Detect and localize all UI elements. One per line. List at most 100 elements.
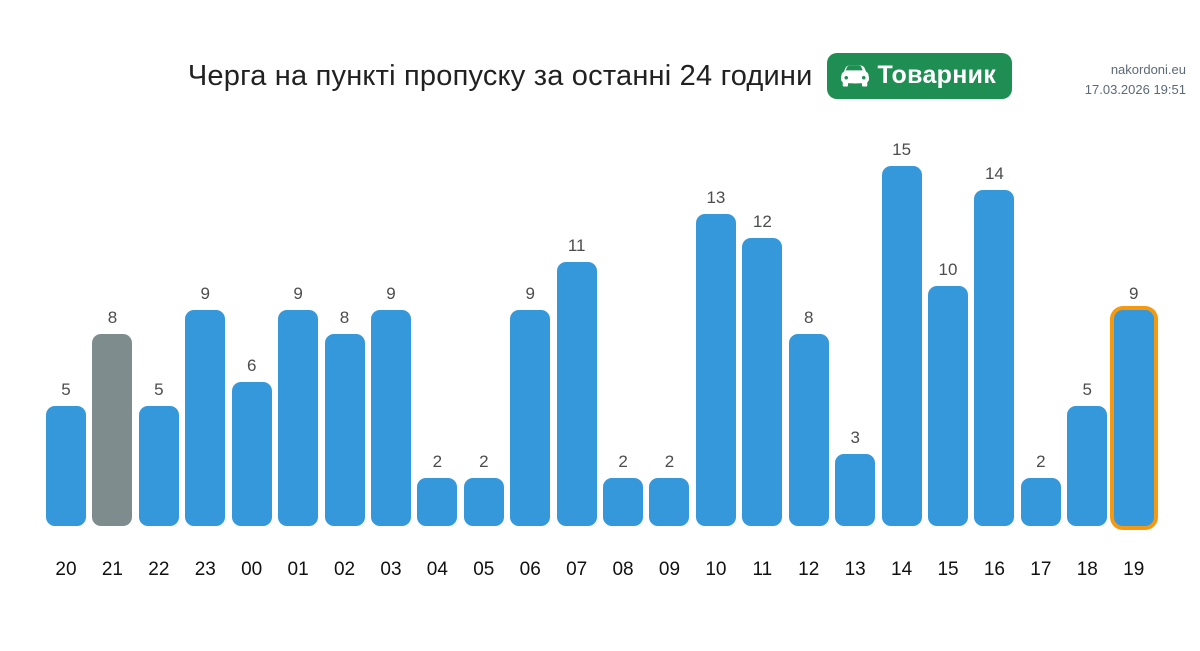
bar-hour-21[interactable]: [92, 334, 133, 526]
x-axis-label-05: 05: [473, 559, 495, 580]
bar-column: 9: [510, 284, 551, 526]
bar-hour-10[interactable]: [695, 214, 736, 526]
bar-value-label: 6: [246, 356, 257, 375]
x-axis-label-14: 14: [891, 559, 913, 580]
x-axis-label-07: 07: [566, 559, 588, 580]
bar-column: 5: [46, 380, 86, 526]
bar-value-label: 14: [984, 164, 1004, 183]
bar-column: 2: [417, 452, 458, 526]
title-row: Черга на пункті пропуску за останні 24 г…: [0, 52, 1200, 100]
x-axis-label-11: 11: [752, 559, 773, 580]
bar-hour-15[interactable]: [928, 286, 969, 526]
bar-hour-05[interactable]: [463, 478, 504, 526]
bar-column: 9: [370, 284, 411, 526]
x-axis-label-16: 16: [983, 559, 1005, 580]
x-axis-label-03: 03: [380, 559, 402, 580]
bar-value-label: 8: [339, 308, 350, 327]
bar-hour-00[interactable]: [231, 382, 272, 526]
bar-value-label: 2: [479, 452, 489, 471]
bar-column: 9: [185, 284, 226, 526]
bar-column: 9: [1113, 284, 1154, 526]
bar-hour-12[interactable]: [788, 334, 829, 526]
x-axis-label-02: 02: [333, 559, 356, 580]
bar-column: 8: [92, 308, 133, 526]
bar-value-label: 2: [1036, 452, 1046, 471]
bar-column: 2: [649, 452, 690, 526]
bar-value-label: 13: [706, 188, 726, 207]
bar-hour-20[interactable]: [46, 406, 86, 526]
bar-value-label: 5: [1082, 380, 1093, 399]
x-axis-label-10: 10: [705, 559, 727, 580]
x-axis-label-09: 09: [658, 559, 681, 580]
queue-bar-chart: 5 8 5 9 6 9 8 9 2 2 9 11 2 2 13 12 8 3 15 10 14 2 5 9 20 21 22 23 0…: [0, 140, 1200, 581]
bar-column: 11: [556, 236, 597, 526]
x-axis-label-08: 08: [612, 559, 634, 580]
bar-hour-11[interactable]: [742, 238, 783, 526]
site-info: nakordoni.eu 17.03.2026 19:51: [1085, 60, 1186, 100]
bar-column: 2: [603, 452, 644, 526]
bar-hour-13[interactable]: [835, 454, 876, 526]
bar-hour-19[interactable]: [1113, 310, 1154, 526]
car-icon: [840, 62, 869, 90]
x-axis-label-01: 01: [287, 559, 309, 580]
x-axis-label-12: 12: [798, 559, 820, 580]
bar-value-label: 9: [525, 284, 535, 303]
bar-value-label: 9: [293, 284, 303, 303]
site-name[interactable]: nakordoni.eu: [1110, 62, 1186, 77]
bar-hour-23[interactable]: [185, 310, 226, 526]
x-axis-label-13: 13: [844, 559, 866, 580]
bar-hour-04[interactable]: [417, 478, 458, 526]
bar-value-label: 9: [1128, 284, 1139, 303]
bar-column: 8: [324, 308, 365, 526]
bar-value-label: 2: [664, 452, 675, 471]
bar-column: 14: [974, 164, 1015, 526]
bar-column: 8: [788, 308, 829, 526]
bar-hour-06[interactable]: [510, 310, 551, 526]
bar-hour-17[interactable]: [1020, 478, 1061, 526]
bar-value-label: 8: [107, 308, 118, 327]
bar-column: 9: [278, 284, 319, 526]
x-axis-label-00: 00: [241, 559, 263, 580]
bar-column: 3: [835, 428, 876, 526]
bar-hour-09[interactable]: [649, 478, 690, 526]
x-axis-label-15: 15: [937, 559, 959, 580]
x-axis-label-19: 19: [1123, 559, 1145, 580]
bar-value-label: 2: [618, 452, 628, 471]
bar-column: 12: [742, 212, 783, 526]
badge-label: Товарник: [877, 61, 997, 89]
bar-hour-14[interactable]: [881, 166, 922, 526]
bar-value-label: 2: [432, 452, 443, 471]
x-axis-label-06: 06: [519, 559, 541, 580]
x-axis-label-21: 21: [101, 559, 123, 580]
bar-value-label: 9: [200, 284, 210, 303]
bar-column: 13: [695, 188, 736, 526]
x-axis-label-23: 23: [194, 559, 216, 580]
bar-hour-03[interactable]: [370, 310, 411, 526]
bar-value-label: 3: [850, 428, 860, 447]
page: nakordoni.eu 17.03.2026 19:51 Черга на п…: [0, 52, 1200, 651]
bar-hour-08[interactable]: [603, 478, 644, 526]
bar-hour-16[interactable]: [974, 190, 1015, 526]
bar-hour-01[interactable]: [278, 310, 319, 526]
bar-column: 5: [138, 380, 179, 526]
timestamp: 17.03.2026 19:51: [1084, 82, 1186, 98]
x-axis-label-18: 18: [1076, 559, 1098, 580]
bar-hour-02[interactable]: [324, 334, 365, 526]
bar-value-label: 8: [804, 308, 814, 327]
bar-column: 5: [1067, 380, 1108, 526]
bar-hour-22[interactable]: [138, 406, 179, 526]
bar-column: 2: [463, 452, 504, 526]
category-badge-tovarnyk[interactable]: Товарник: [826, 53, 1013, 99]
x-axis-label-17: 17: [1030, 559, 1052, 580]
bar-column: 15: [881, 140, 922, 526]
bar-value-label: 5: [61, 380, 71, 399]
bar-value-label: 15: [892, 140, 912, 159]
x-axis-labels: 20 21 22 23 00 01 02 03 04 05 06 07 08 09 10 11 12 13 14 15…: [0, 559, 1200, 581]
bar-value-label: 10: [938, 260, 958, 279]
bar-hour-07[interactable]: [556, 262, 597, 526]
x-axis-label-04: 04: [426, 559, 448, 580]
bar-hour-18[interactable]: [1067, 406, 1108, 526]
x-axis-label-20: 20: [55, 559, 77, 580]
bar-column: 2: [1020, 452, 1061, 526]
x-axis-label-22: 22: [148, 559, 170, 580]
